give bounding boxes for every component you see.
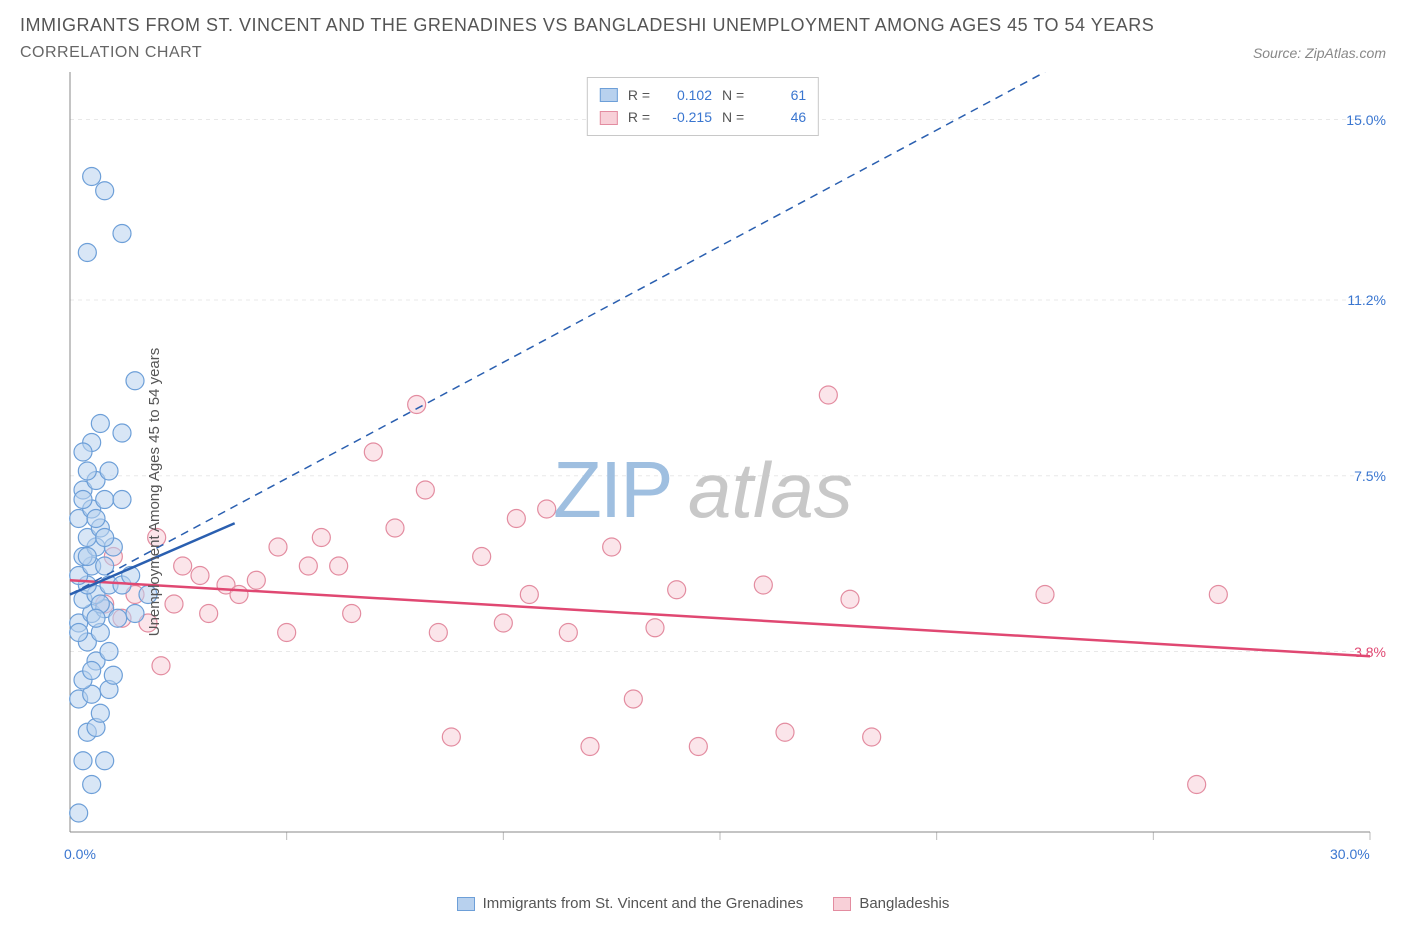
legend-item-series2: Bangladeshis [833,895,949,912]
swatch-series2 [600,111,618,125]
swatch-series1 [600,88,618,102]
y-tick-label: 15.0% [1346,112,1386,128]
y-tick-label: 11.2% [1347,292,1386,308]
stats-row-series2: R = -0.215 N = 46 [600,106,806,128]
swatch-series1-bottom [457,897,475,911]
chart-area: Unemployment Among Ages 45 to 54 years Z… [20,72,1386,912]
n-value-series1: 61 [750,84,806,106]
r-value-series2: -0.215 [656,106,712,128]
stats-row-series1: R = 0.102 N = 61 [600,84,806,106]
y-tick-label: 7.5% [1354,468,1386,484]
x-max-label: 30.0% [1330,846,1370,862]
chart-title: IMMIGRANTS FROM ST. VINCENT AND THE GREN… [20,15,1386,36]
legend-item-series1: Immigrants from St. Vincent and the Gren… [457,895,804,912]
n-value-series2: 46 [750,106,806,128]
x-origin-label: 0.0% [64,846,96,862]
subtitle-row: CORRELATION CHART Source: ZipAtlas.com [20,44,1386,62]
source-attribution: Source: ZipAtlas.com [1253,45,1386,61]
y-axis-label: Unemployment Among Ages 45 to 54 years [146,348,163,637]
legend-label-series1: Immigrants from St. Vincent and the Gren… [483,895,804,912]
scatter-plot-svg [20,72,1386,872]
chart-subtitle: CORRELATION CHART [20,44,202,62]
y-tick-label: 3.8% [1354,644,1386,660]
swatch-series2-bottom [833,897,851,911]
legend-label-series2: Bangladeshis [859,895,949,912]
bottom-legend: Immigrants from St. Vincent and the Gren… [20,895,1386,912]
r-value-series1: 0.102 [656,84,712,106]
stats-legend: R = 0.102 N = 61 R = -0.215 N = 46 [587,77,819,136]
